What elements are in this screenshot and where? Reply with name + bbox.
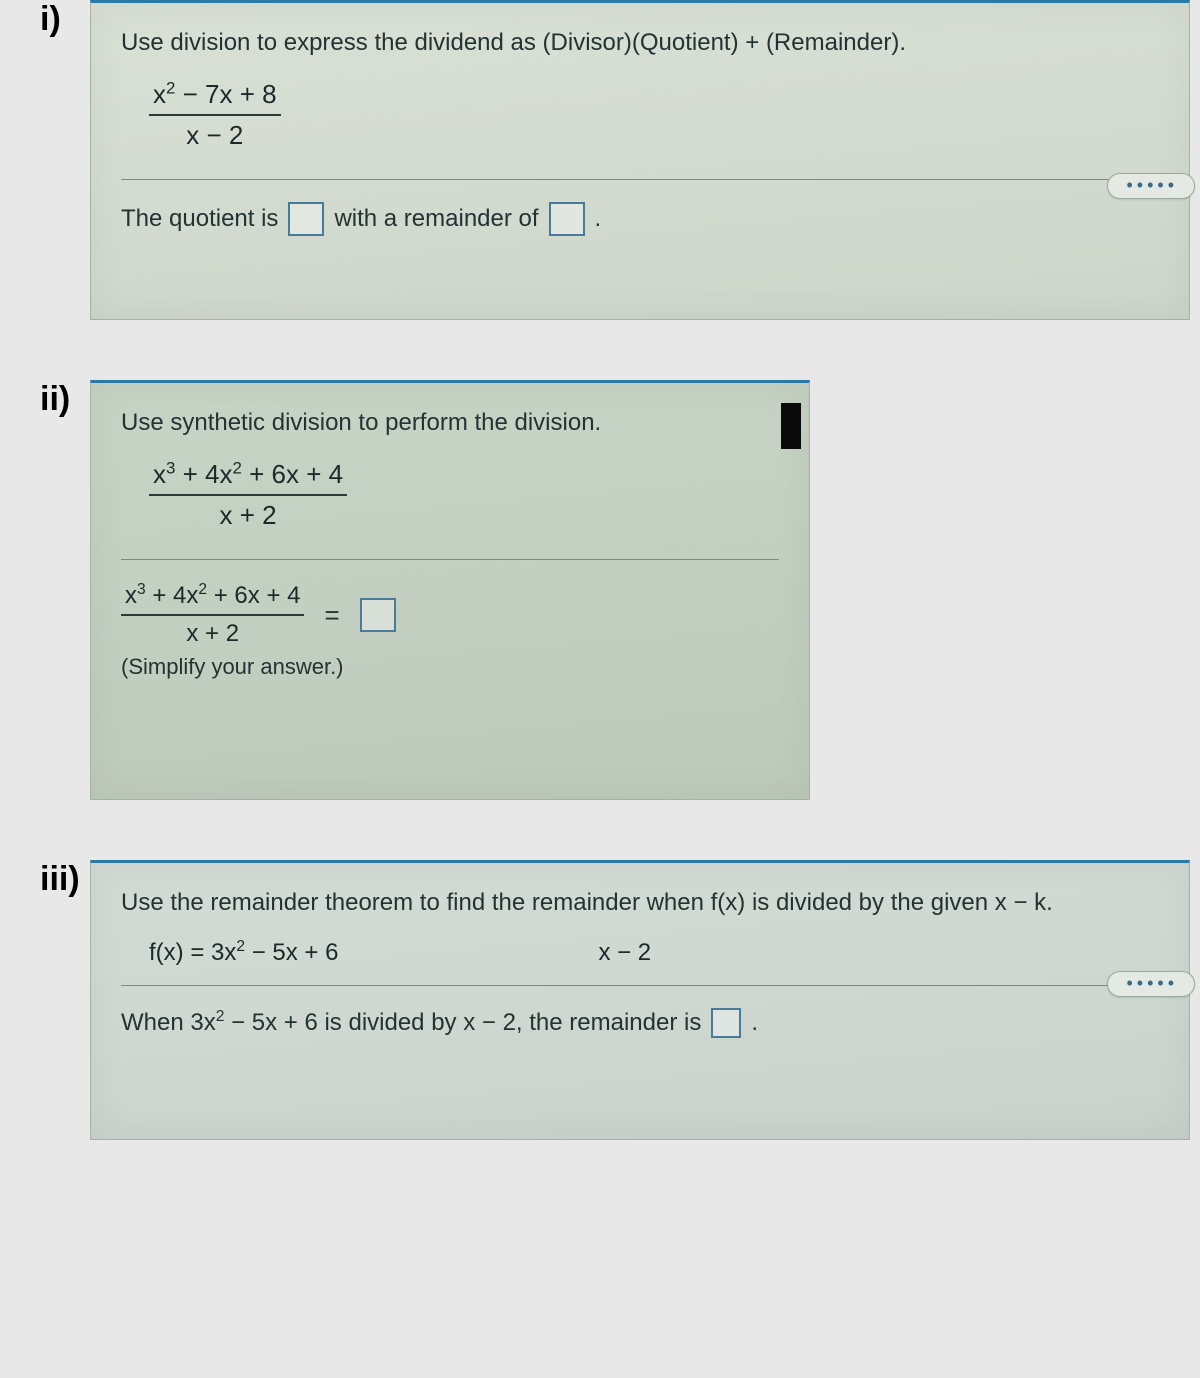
problem-1-answer-suffix: . xyxy=(595,205,602,233)
problem-1-expression: x2 − 7x + 8 x − 2 xyxy=(149,79,1159,151)
problem-2-panel: Use synthetic division to perform the di… xyxy=(90,380,810,800)
scrollbar-thumb[interactable] xyxy=(781,403,801,449)
problem-3-divisor: x − 2 xyxy=(598,939,651,967)
problem-1-answer-prefix: The quotient is xyxy=(121,205,278,233)
quotient-input[interactable] xyxy=(288,202,324,236)
remainder-theorem-input[interactable] xyxy=(711,1008,741,1038)
synthetic-result-input[interactable] xyxy=(360,598,396,632)
problem-1-denominator: x − 2 xyxy=(149,116,281,151)
problem-1-instruction: Use division to express the dividend as … xyxy=(121,29,1159,57)
problem-2-answer-line: x3 + 4x2 + 6x + 4 x + 2 = xyxy=(121,582,779,648)
problem-3-label: iii) xyxy=(0,860,90,899)
problem-2-label: ii) xyxy=(0,380,90,419)
remainder-input[interactable] xyxy=(549,202,585,236)
problem-3-fx-row: f(x) = 3x2 − 5x + 6 x − 2 xyxy=(149,939,1159,967)
problem-2-expression: x3 + 4x2 + 6x + 4 x + 2 xyxy=(149,459,779,531)
problem-2-divider xyxy=(121,559,779,560)
problem-3-answer-prefix: When 3x2 − 5x + 6 is divided by x − 2, t… xyxy=(121,1009,701,1037)
problem-3-divider xyxy=(121,985,1159,986)
hint-button-3[interactable]: ••••• xyxy=(1107,971,1195,997)
problem-1-numerator: x2 − 7x + 8 xyxy=(149,79,281,116)
problem-2-denominator: x + 2 xyxy=(149,496,347,531)
problem-1-fraction: x2 − 7x + 8 x − 2 xyxy=(149,79,281,151)
problem-1-panel: Use division to express the dividend as … xyxy=(90,0,1190,320)
problem-2-panel-col: Use synthetic division to perform the di… xyxy=(90,380,1200,800)
problem-3-panel: Use the remainder theorem to find the re… xyxy=(90,860,1190,1140)
problem-3-answer-line: When 3x2 − 5x + 6 is divided by x − 2, t… xyxy=(121,1008,1159,1038)
problem-2-answer-numerator: x3 + 4x2 + 6x + 4 xyxy=(121,582,304,616)
problem-2-simplify-note: (Simplify your answer.) xyxy=(121,654,779,680)
problem-2: ii) Use synthetic division to perform th… xyxy=(0,380,1200,800)
page: i) Use division to express the dividend … xyxy=(0,0,1200,1140)
problem-3-instruction: Use the remainder theorem to find the re… xyxy=(121,889,1159,917)
problem-2-answer-fraction: x3 + 4x2 + 6x + 4 x + 2 xyxy=(121,582,304,648)
hint-button-1[interactable]: ••••• xyxy=(1107,173,1195,199)
problem-1-answer-mid: with a remainder of xyxy=(334,205,538,233)
problem-3-panel-col: Use the remainder theorem to find the re… xyxy=(90,860,1200,1140)
problem-1-label: i) xyxy=(0,0,90,39)
problem-1-panel-col: Use division to express the dividend as … xyxy=(90,0,1200,320)
problem-2-instruction: Use synthetic division to perform the di… xyxy=(121,409,779,437)
problem-2-fraction: x3 + 4x2 + 6x + 4 x + 2 xyxy=(149,459,347,531)
problem-1: i) Use division to express the dividend … xyxy=(0,0,1200,320)
equals-sign: = xyxy=(324,600,339,631)
problem-2-numerator: x3 + 4x2 + 6x + 4 xyxy=(149,459,347,496)
problem-1-answer-line: The quotient is with a remainder of . xyxy=(121,202,1159,236)
problem-1-divider xyxy=(121,179,1159,180)
problem-3: iii) Use the remainder theorem to find t… xyxy=(0,860,1200,1140)
problem-3-answer-suffix: . xyxy=(751,1009,758,1037)
problem-2-answer-denominator: x + 2 xyxy=(121,616,304,648)
problem-3-fx: f(x) = 3x2 − 5x + 6 xyxy=(149,939,338,967)
